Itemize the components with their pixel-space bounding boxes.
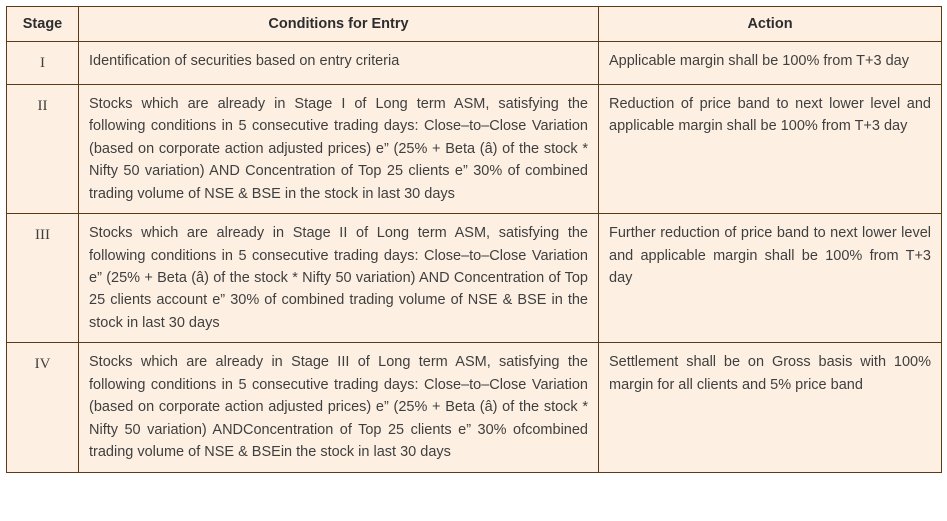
cell-conditions: Identification of securities based on en… [79, 42, 599, 84]
cell-conditions: Stocks which are already in Stage III of… [79, 343, 599, 472]
col-header-stage: Stage [7, 7, 79, 42]
cell-stage: II [7, 84, 79, 213]
table-row: I Identification of securities based on … [7, 42, 942, 84]
cell-action: Applicable margin shall be 100% from T+3… [599, 42, 942, 84]
cell-action: Settlement shall be on Gross basis with … [599, 343, 942, 472]
table-row: III Stocks which are already in Stage II… [7, 214, 942, 343]
col-header-conditions: Conditions for Entry [79, 7, 599, 42]
asm-stages-table: Stage Conditions for Entry Action I Iden… [6, 6, 942, 473]
cell-stage: III [7, 214, 79, 343]
cell-conditions: Stocks which are already in Stage I of L… [79, 84, 599, 213]
cell-action: Further reduction of price band to next … [599, 214, 942, 343]
table-wrapper: Stage Conditions for Entry Action I Iden… [0, 0, 947, 479]
cell-stage: IV [7, 343, 79, 472]
cell-action: Reduction of price band to next lower le… [599, 84, 942, 213]
col-header-action: Action [599, 7, 942, 42]
cell-stage: I [7, 42, 79, 84]
table-row: IV Stocks which are already in Stage III… [7, 343, 942, 472]
table-header-row: Stage Conditions for Entry Action [7, 7, 942, 42]
cell-conditions: Stocks which are already in Stage II of … [79, 214, 599, 343]
table-row: II Stocks which are already in Stage I o… [7, 84, 942, 213]
